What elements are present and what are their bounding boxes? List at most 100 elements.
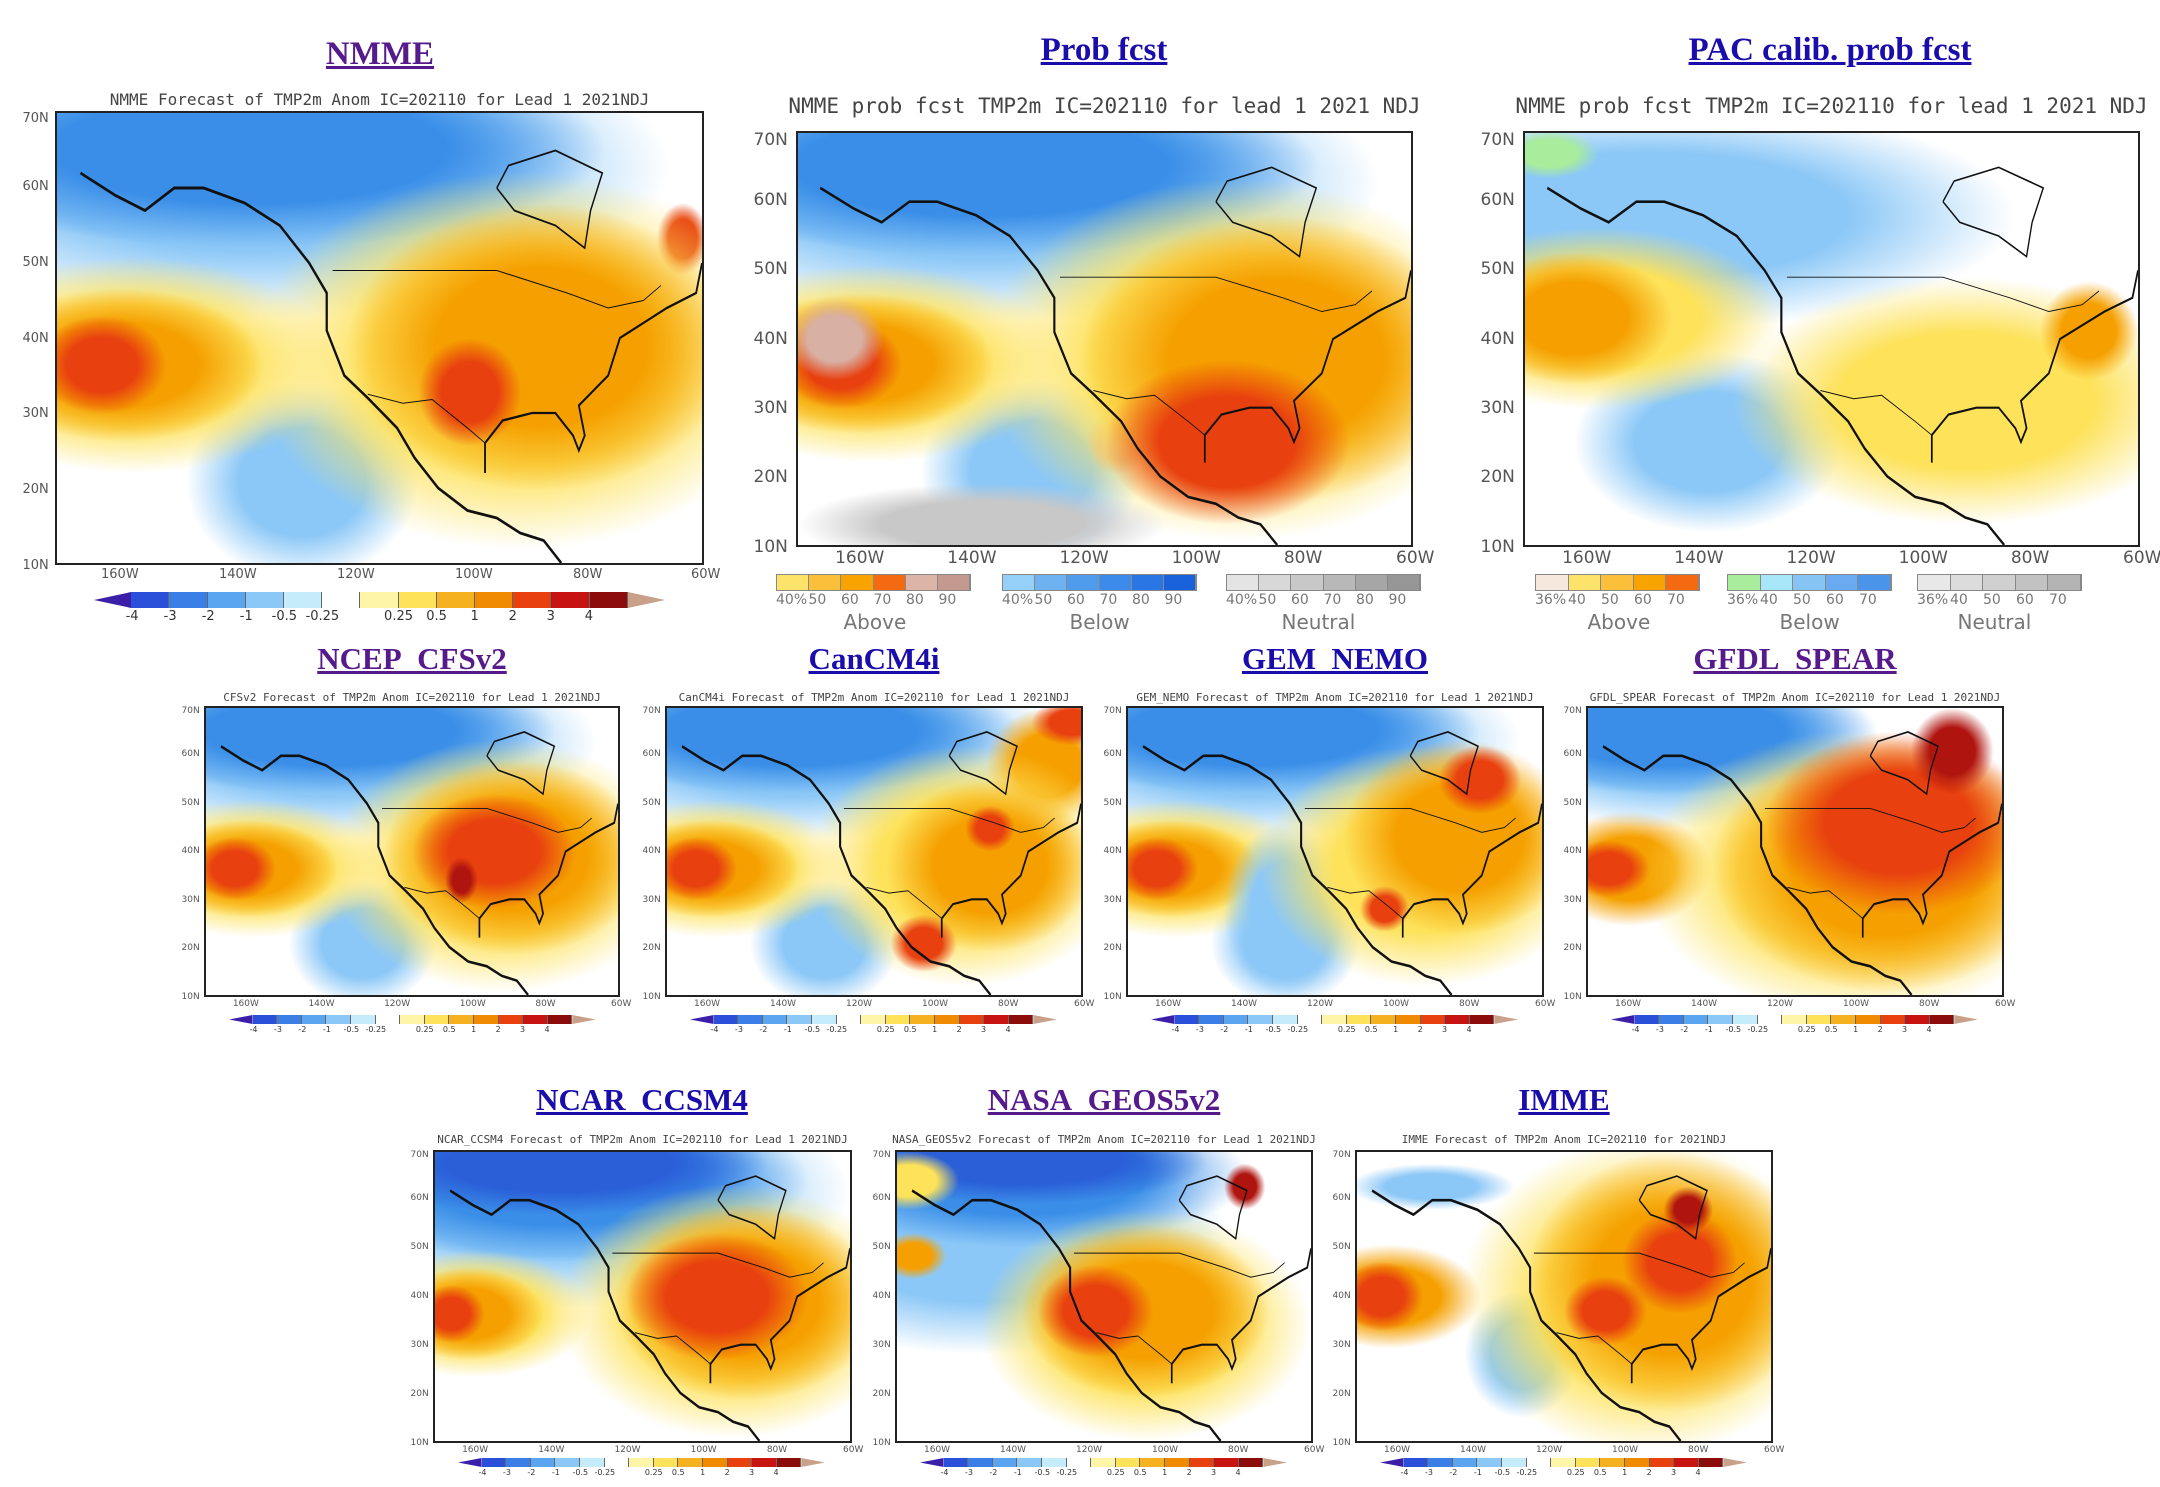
- colorbar-tick-label: 0.5: [442, 1025, 456, 1034]
- lat-tick-label: 30N: [1563, 894, 1582, 905]
- lat-tick-label: 30N: [753, 397, 788, 418]
- colorbar-swatch: [572, 1015, 596, 1024]
- colorbar-tick-label: -0.5: [271, 609, 298, 624]
- legend-tick-label: 50: [1793, 592, 1811, 608]
- colorbar-tick-label: 0.5: [903, 1025, 917, 1034]
- coastline-overlay: [911, 1175, 1311, 1441]
- colorbar-swatch: [1248, 1015, 1273, 1024]
- panel-title-link-can[interactable]: CanCM4i: [808, 641, 940, 676]
- anomaly-colorbar: [1611, 1015, 1978, 1024]
- colorbar-swatch: [920, 1458, 944, 1467]
- lat-tick-label: 70N: [642, 706, 661, 716]
- lat-tick-label: 70N: [410, 1150, 429, 1160]
- lon-tick-label: 120W: [846, 999, 873, 1009]
- panel-title-link-nmme[interactable]: NMME: [325, 36, 435, 72]
- colorbar-tick-label: 0.5: [1824, 1025, 1838, 1034]
- lon-tick-label: 80W: [1688, 1445, 1709, 1455]
- colorbar-swatch: [1575, 1458, 1601, 1467]
- hudson-bay: [1942, 166, 2045, 258]
- colorbar-tick-label: 4: [1466, 1025, 1472, 1034]
- panel-title-link-nasa[interactable]: NASA_GEOS5v2: [987, 1082, 1221, 1117]
- panel-subtitle-gfdl: GFDL_SPEAR Forecast of TMP2m Anom IC=202…: [1589, 691, 2001, 704]
- legend-tick-label: 36%: [1727, 592, 1759, 608]
- colorbar-swatch: [436, 592, 476, 608]
- lon-tick-label: 100W: [1171, 548, 1221, 568]
- lon-tick-label: 100W: [1152, 1445, 1179, 1455]
- prob-legend-above: [776, 574, 971, 591]
- lon-tick-label: 140W: [1231, 999, 1258, 1009]
- panel-title-link-cfs[interactable]: NCEP_CFSv2: [317, 641, 507, 676]
- colorbar-tick-label: 0.5: [1593, 1468, 1607, 1477]
- legend-tick-label: 80: [1132, 592, 1150, 608]
- panel-title-link-gem[interactable]: GEM_NEMO: [1242, 641, 1428, 676]
- legend-tick-label: 50: [1258, 592, 1277, 608]
- lat-tick-label: 20N: [753, 467, 788, 488]
- colorbar-swatch: [1708, 1015, 1733, 1024]
- colorbar-swatch: [653, 1458, 679, 1467]
- panel-title-link-prob[interactable]: Prob fcst: [1040, 32, 1168, 68]
- colorbar-swatch: [301, 1015, 327, 1024]
- colorbar-tick-label: -4: [1631, 1025, 1640, 1034]
- lon-tick-label: 160W: [1155, 999, 1182, 1009]
- legend-swatch: [1760, 575, 1794, 590]
- panel-title-link-pac[interactable]: PAC calib. prob fcst: [1688, 32, 1972, 68]
- panel-subtitle-can: CanCM4i Forecast of TMP2m Anom IC=202110…: [678, 691, 1070, 704]
- lon-tick-label: 80W: [1919, 999, 1940, 1009]
- lon-tick-label: 100W: [455, 567, 493, 582]
- colorbar-swatch: [1634, 1015, 1660, 1024]
- lon-tick-label: 160W: [101, 567, 139, 582]
- colorbar-tick-label: -0.25: [1287, 1025, 1309, 1034]
- us-mexico-border: [1787, 886, 1863, 919]
- legend-tick-label: 40: [1950, 592, 1968, 608]
- colorbar-swatch: [424, 1015, 450, 1024]
- lon-tick-label: 80W: [535, 999, 556, 1009]
- panel-title-link-imme[interactable]: IMME: [1518, 1082, 1610, 1117]
- legend-category-label: Neutral: [1957, 610, 2032, 634]
- anomaly-colorbar: [920, 1458, 1287, 1467]
- legend-tick-label: 50: [1601, 592, 1619, 608]
- lat-tick-label: 70N: [1563, 706, 1582, 716]
- lon-tick-label: 140W: [947, 548, 997, 568]
- lon-tick-label: 160W: [835, 548, 885, 568]
- colorbar-tick-label: -3: [273, 1025, 282, 1034]
- forecast-map-pac: [1523, 131, 2140, 547]
- hudson-bay: [717, 1175, 787, 1241]
- colorbar-swatch: [776, 1458, 802, 1467]
- lon-tick-label: 60W: [2123, 548, 2160, 568]
- colorbar-tick-label: -2: [759, 1025, 768, 1034]
- legend-tick-label: 50: [1983, 592, 2001, 608]
- colorbar-swatch: [513, 592, 552, 608]
- colorbar-swatch: [992, 1458, 1018, 1467]
- colorbar-tick-label: -1: [1244, 1025, 1253, 1034]
- lat-tick-label: 10N: [410, 1437, 429, 1448]
- lat-tick-label: 60N: [642, 749, 661, 759]
- legend-swatch: [1099, 575, 1132, 590]
- legend-tick-label: 70: [1859, 592, 1877, 608]
- panel-title-link-ncar[interactable]: NCAR_CCSM4: [536, 1082, 748, 1117]
- colorbar-tick-label: 4: [1005, 1025, 1011, 1034]
- lon-tick-label: 160W: [232, 999, 259, 1009]
- colorbar-tick-label: 3: [546, 609, 555, 624]
- hudson-bay: [948, 731, 1018, 796]
- colorbar-swatch: [326, 1015, 351, 1024]
- lat-tick-label: 50N: [642, 797, 661, 808]
- prob-legend-neutral: [1226, 574, 1421, 591]
- colorbar-tick-label: 4: [773, 1468, 779, 1477]
- colorbar-tick-label: -0.25: [1516, 1468, 1538, 1477]
- lat-tick-label: 20N: [1563, 943, 1582, 953]
- colorbar-swatch: [885, 1015, 911, 1024]
- colorbar-tick-label: -0.5: [343, 1025, 360, 1034]
- colorbar-tick-label: 0.25: [1566, 1468, 1585, 1477]
- lat-tick-label: 30N: [642, 894, 661, 905]
- legend-swatch: [841, 575, 874, 590]
- panel-title-link-gfdl[interactable]: GFDL_SPEAR: [1693, 641, 1897, 676]
- colorbar-swatch: [1806, 1015, 1832, 1024]
- colorbar-tick-label: -4: [1400, 1468, 1409, 1477]
- coastline-overlay: [1602, 731, 2002, 995]
- colorbar-tick-label: 3: [981, 1025, 987, 1034]
- anomaly-colorbar: [94, 592, 666, 608]
- coastline-overlay: [819, 166, 1411, 545]
- colorbar-tick-label: 4: [1235, 1468, 1241, 1477]
- colorbar-tick-label: -2: [1680, 1025, 1689, 1034]
- lat-tick-label: 40N: [181, 846, 200, 856]
